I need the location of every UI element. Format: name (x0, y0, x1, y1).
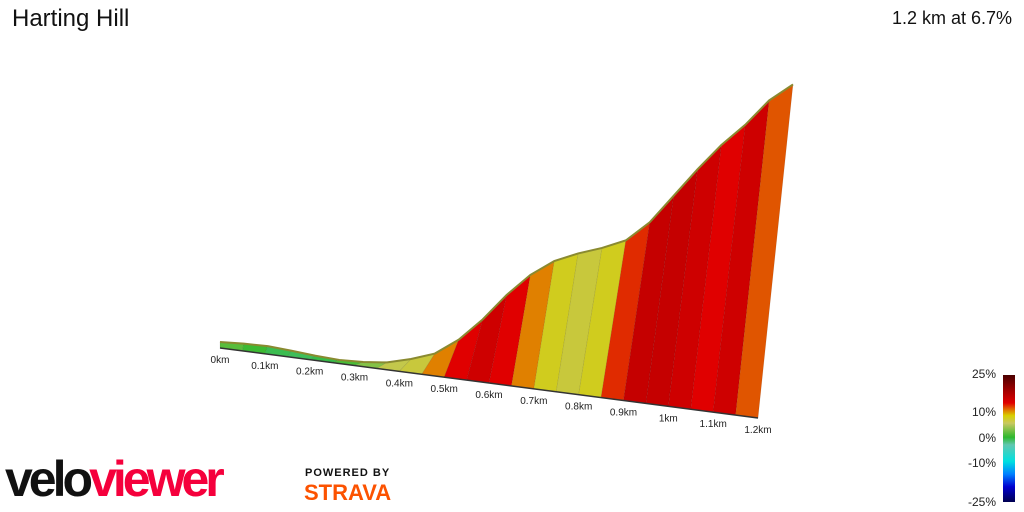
powered-by-label: POWERED BY (305, 467, 391, 479)
distance-axis: 0km 0.1km 0.2km 0.3km 0.4km 0.5km 0.6km 0.7km 0.… (211, 355, 772, 436)
gradient-color-scale (1003, 375, 1015, 502)
legend-label: 10% (971, 405, 996, 419)
x-tick-label: 0.1km (251, 361, 278, 372)
legend-label: 25% (971, 367, 996, 381)
x-tick-label: 0.3km (341, 373, 368, 384)
x-tick-label: 1.2km (744, 425, 771, 436)
legend-label: 0% (978, 431, 996, 445)
climb-summary: 1.2 km at 6.7% (891, 8, 1012, 28)
x-tick-label: 0.8km (565, 402, 592, 413)
x-tick-label: 1km (659, 413, 678, 424)
x-tick-label: 0.2km (296, 367, 323, 378)
x-tick-label: 0.4km (386, 378, 413, 389)
chart-title: Harting Hill (12, 5, 130, 32)
x-tick-label: 0.9km (610, 408, 637, 419)
x-tick-label: 1.1km (700, 419, 727, 430)
legend-label: -25% (967, 495, 996, 509)
veloviewer-logo: veloviewer (5, 451, 225, 507)
strava-logo: STRAVA (304, 480, 392, 505)
distance-baseline (219, 347, 759, 419)
x-tick-label: 0.5km (431, 384, 458, 395)
x-tick-label: 0.6km (475, 390, 502, 401)
x-tick-label: 0.7km (520, 396, 547, 407)
x-tick-label: 0km (211, 355, 230, 366)
legend-label: -10% (967, 456, 996, 470)
profile-top-edge (219, 83, 794, 364)
profile-segments (219, 83, 794, 419)
